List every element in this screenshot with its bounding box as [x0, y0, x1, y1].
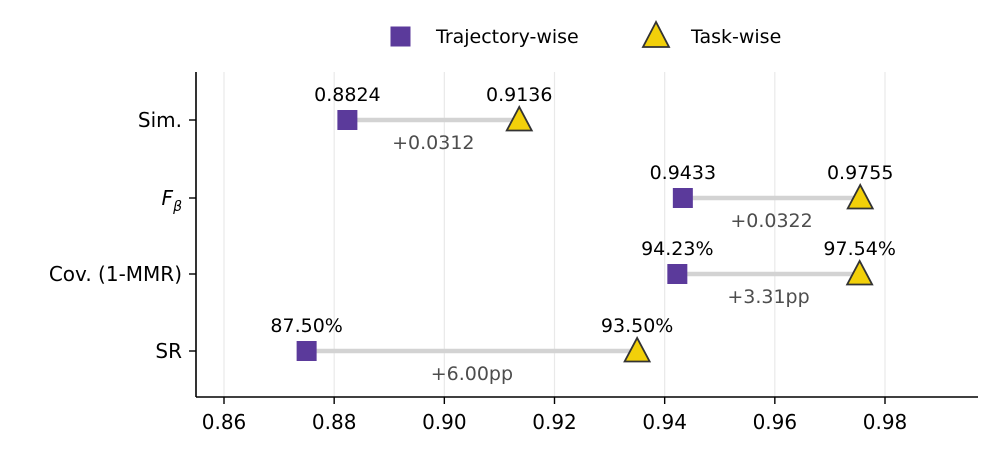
task-wise-marker: [845, 259, 874, 286]
task-wise-value-label: 0.9136: [486, 84, 552, 106]
trajectory-wise-value-label: 0.9433: [650, 162, 716, 184]
task-wise-value-label: 93.50%: [601, 315, 673, 337]
delta-label: +0.0312: [392, 132, 474, 154]
y-axis-ticks: Sim. Fβ Cov. (1-MMR) SR: [49, 108, 196, 363]
trajectory-wise-value-label: 87.50%: [270, 315, 342, 337]
trajectory-wise-marker: [337, 110, 358, 130]
y-category-label: Cov. (1-MMR): [49, 262, 182, 286]
x-tick-label: 0.88: [312, 410, 357, 434]
legend-task-wise-label: Task-wise: [690, 26, 781, 48]
x-tick-label: 0.92: [532, 410, 577, 434]
trajectory-wise-value-label: 94.23%: [641, 238, 713, 260]
x-axis-ticks: 0.86 0.88 0.90 0.92 0.94 0.96 0.98: [202, 397, 908, 434]
task-wise-marker: [505, 105, 534, 132]
trajectory-wise-marker: [296, 341, 317, 361]
y-category-label: SR: [155, 339, 182, 363]
axes: [195, 72, 978, 398]
trajectory-wise-value-label: 0.8824: [314, 84, 380, 106]
markers: [296, 105, 875, 363]
task-wise-marker: [846, 183, 875, 210]
y-category-label: Sim.: [138, 108, 182, 132]
legend-trajectory-wise-label: Trajectory-wise: [435, 26, 579, 48]
x-tick-label: 0.90: [422, 410, 467, 434]
x-tick-label: 0.96: [753, 410, 798, 434]
connectors: [304, 117, 863, 354]
data-labels: 0.8824 0.9136 +0.0312 0.9433 0.9755 +0.0322 94…: [270, 84, 895, 385]
y-category-label: Fβ: [162, 186, 183, 215]
delta-label: +0.0322: [730, 210, 812, 232]
trajectory-wise-marker: [672, 188, 693, 208]
grid-lines: [223, 72, 886, 397]
x-tick-label: 0.86: [202, 410, 247, 434]
trajectory-wise-marker: [667, 264, 688, 284]
legend-task-wise-marker: [641, 20, 671, 48]
delta-label: +6.00pp: [431, 363, 513, 385]
task-wise-marker: [623, 336, 652, 363]
legend-trajectory-wise-marker: [390, 26, 411, 47]
delta-label: +3.31pp: [727, 286, 809, 308]
legend: Trajectory-wise Task-wise: [390, 20, 781, 48]
x-tick-label: 0.94: [642, 410, 687, 434]
task-wise-value-label: 0.9755: [827, 162, 893, 184]
x-tick-label: 0.98: [863, 410, 908, 434]
task-wise-value-label: 97.54%: [823, 238, 895, 260]
